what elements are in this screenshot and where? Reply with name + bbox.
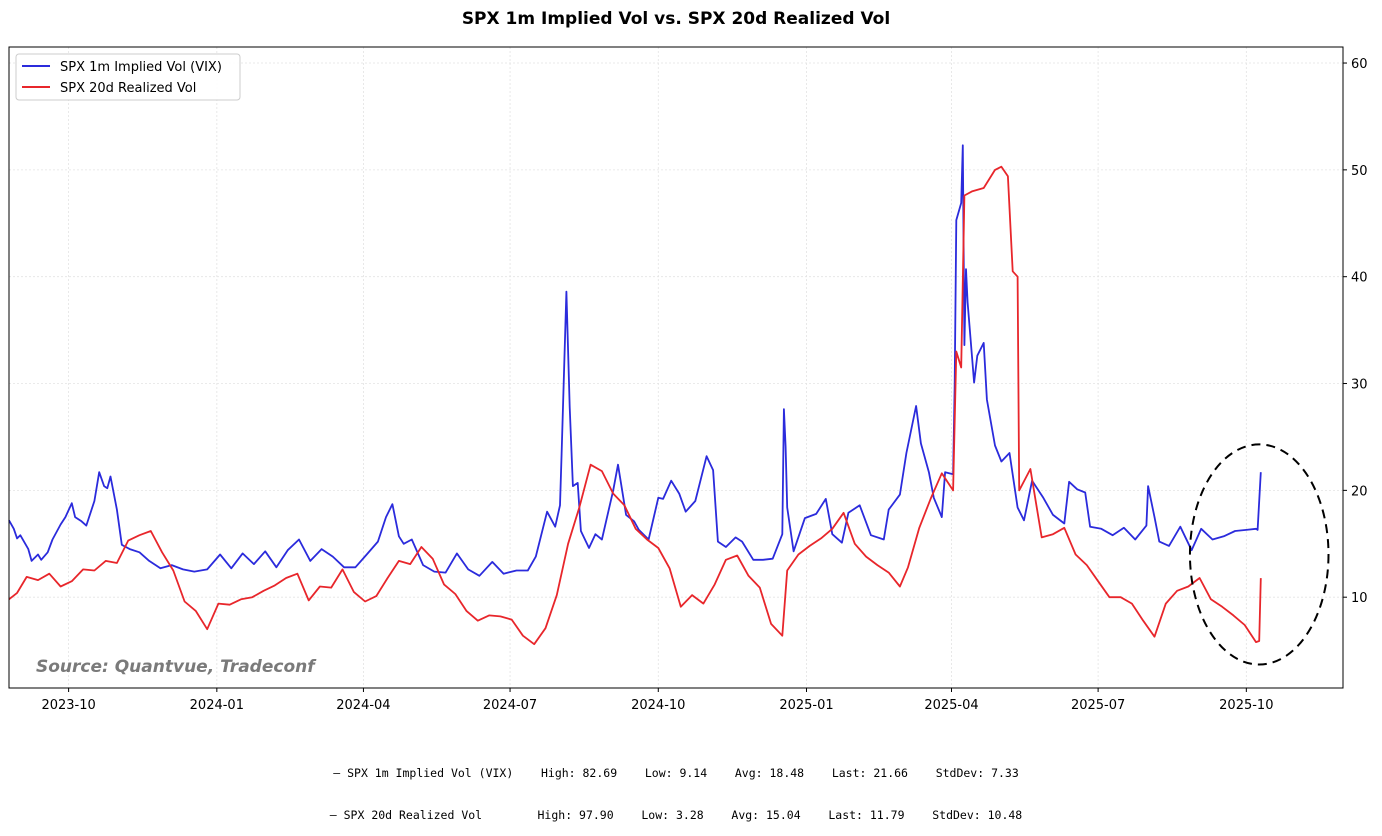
x-tick-label: 2025-10 (1219, 698, 1273, 713)
stats-low: Low: 9.14 (644, 766, 708, 780)
x-tick-label: 2024-10 (631, 698, 685, 713)
stats-high: High: 82.69 (540, 766, 618, 780)
series-layer (8, 144, 1262, 646)
axis-layer: 10 20 30 40 50 60 2023-10 2024-01 2024-04 2024-07… (41, 57, 1367, 713)
y-tick-label: 30 (1351, 378, 1368, 393)
chart-title: SPX 1m Implied Vol vs. SPX 20d Realized … (461, 9, 891, 29)
series-line-implied-vol (8, 144, 1262, 577)
stats-footer: — SPX 1m Implied Vol (VIX) High: 82.69 L… (0, 738, 1352, 836)
legend: SPX 1m Implied Vol (VIX) SPX 20d Realize… (15, 53, 241, 101)
x-tick-label: 2025-04 (924, 698, 978, 713)
legend-box (15, 53, 241, 101)
legend-label-implied: SPX 1m Implied Vol (VIX) (60, 60, 222, 75)
y-tick-label: 40 (1351, 271, 1368, 286)
stats-avg: Avg: 18.48 (734, 766, 805, 780)
stats-stddev: StdDev: 10.48 (932, 808, 1023, 822)
stats-row-realized: — SPX 20d Realized Vol High: 97.90 Low: … (0, 808, 1352, 822)
x-tick-label: 2025-07 (1071, 698, 1125, 713)
x-tick-label: 2023-10 (41, 698, 95, 713)
plot-frame (8, 46, 1344, 689)
y-tick-label: 60 (1351, 57, 1368, 72)
y-tick-label: 10 (1351, 591, 1368, 606)
stats-marker: — (333, 766, 341, 780)
stats-stddev: StdDev: 7.33 (935, 766, 1019, 780)
stats-last: Last: 11.79 (828, 808, 905, 822)
stats-last: Last: 21.66 (831, 766, 908, 780)
stats-marker: — (329, 808, 337, 822)
stats-name: SPX 1m Implied Vol (VIX) (347, 766, 514, 780)
annotation-layer (1188, 443, 1330, 666)
x-tick-label: 2024-01 (190, 698, 244, 713)
legend-label-realized: SPX 20d Realized Vol (60, 81, 196, 96)
y-tick-label: 50 (1351, 164, 1368, 179)
stats-low: Low: 3.28 (641, 808, 704, 822)
source-label: Source: Quantvue, Tradeconf (36, 657, 317, 677)
stats-name: SPX 20d Realized Vol (343, 808, 483, 822)
stats-row-implied: — SPX 1m Implied Vol (VIX) High: 82.69 L… (0, 766, 1352, 780)
x-tick-label: 2025-01 (779, 698, 833, 713)
annotation-ellipse (1188, 443, 1330, 666)
series-line-realized-vol (8, 165, 1262, 646)
grid-layer (9, 47, 1343, 688)
stats-high: High: 97.90 (537, 808, 614, 822)
y-tick-label: 20 (1351, 484, 1368, 499)
x-tick-label: 2024-04 (336, 698, 390, 713)
chart-svg: 10 20 30 40 50 60 2023-10 2024-01 2024-04 2024-07… (8, 46, 1368, 713)
x-tick-label: 2024-07 (483, 698, 537, 713)
stats-avg: Avg: 15.04 (731, 808, 801, 822)
